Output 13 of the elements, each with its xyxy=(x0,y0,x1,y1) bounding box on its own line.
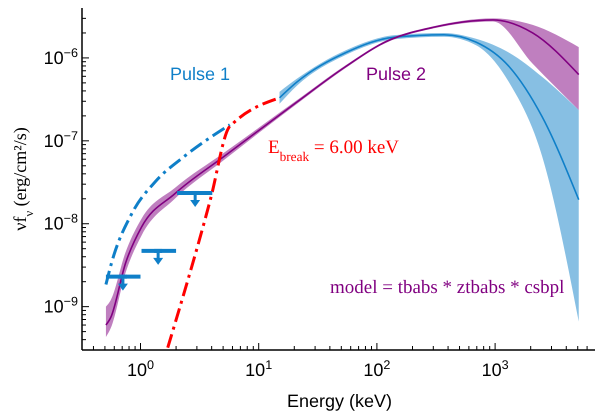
x-tick-label: 10$^{3}$ xyxy=(482,358,509,380)
annotation: model = tbabs * ztbabs * csbpl xyxy=(330,277,564,298)
x-tick-label: 10$^{0}$ xyxy=(126,358,154,380)
x-tick-label: 10$^{1}$ xyxy=(245,358,272,380)
x-tick-label: 10$^{2}$ xyxy=(363,358,390,380)
y-tick-label: 10$^{−9}$ xyxy=(44,294,78,317)
y-tick-label: 10$^{−7}$ xyxy=(44,128,78,151)
y-tick-label: 10$^{−8}$ xyxy=(44,212,78,234)
y-tick-label: 10$^{−6}$ xyxy=(44,46,78,68)
text: Pulse 1 xyxy=(170,64,230,84)
x-axis-title: Energy (keV) xyxy=(286,391,392,411)
series-label: Pulse 2 xyxy=(366,64,426,84)
annotation: E$_{break}$ = 6.00 keV xyxy=(268,137,400,164)
